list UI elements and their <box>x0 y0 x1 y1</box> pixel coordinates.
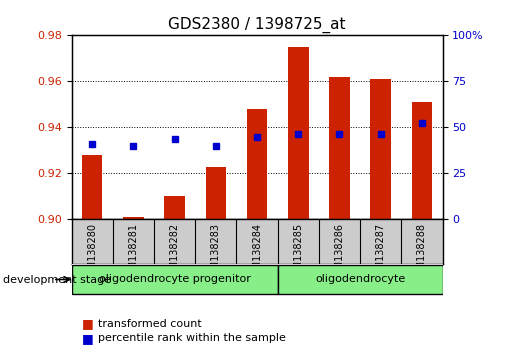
Bar <box>370 79 391 219</box>
Bar <box>412 102 432 219</box>
Bar <box>329 77 350 219</box>
Bar <box>164 196 185 219</box>
Bar <box>288 47 308 219</box>
Text: GSM138286: GSM138286 <box>334 223 344 282</box>
Text: oligodendrocyte: oligodendrocyte <box>315 274 405 284</box>
Bar <box>72 266 278 294</box>
Text: GSM138280: GSM138280 <box>87 223 97 282</box>
Bar <box>82 155 102 219</box>
Text: transformed count: transformed count <box>98 319 202 329</box>
Text: GSM138283: GSM138283 <box>211 223 221 282</box>
Text: GSM138287: GSM138287 <box>376 223 386 282</box>
Text: GSM138284: GSM138284 <box>252 223 262 282</box>
Title: GDS2380 / 1398725_at: GDS2380 / 1398725_at <box>169 16 346 33</box>
Text: GSM138281: GSM138281 <box>128 223 138 282</box>
Text: GSM138285: GSM138285 <box>293 223 303 282</box>
Bar <box>278 266 443 294</box>
Text: ■: ■ <box>82 332 94 344</box>
Text: development stage: development stage <box>3 275 111 285</box>
Text: GSM138282: GSM138282 <box>170 223 180 282</box>
Text: ■: ■ <box>82 318 94 330</box>
Bar <box>123 217 144 219</box>
Bar <box>206 166 226 219</box>
Text: oligodendrocyte progenitor: oligodendrocyte progenitor <box>99 274 251 284</box>
Text: percentile rank within the sample: percentile rank within the sample <box>98 333 286 343</box>
Text: GSM138288: GSM138288 <box>417 223 427 282</box>
Bar <box>247 109 267 219</box>
